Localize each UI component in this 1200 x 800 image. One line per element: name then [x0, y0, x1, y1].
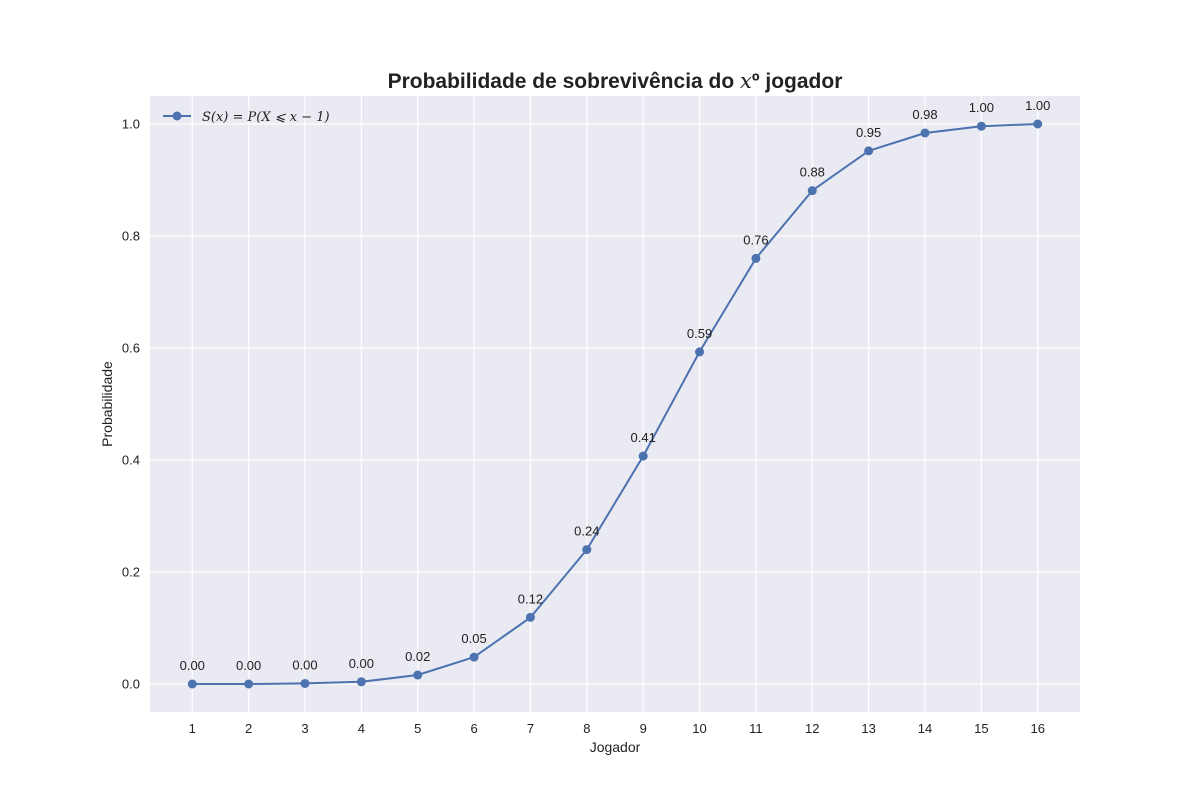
data-point [187, 679, 197, 689]
data-label: 0.00 [349, 656, 374, 671]
data-label: 0.24 [574, 524, 599, 539]
x-axis-label: Jogador [590, 739, 641, 755]
chart-title-variable: x [740, 69, 752, 93]
data-label: 0.76 [743, 232, 768, 247]
data-point [525, 612, 535, 622]
x-tick-label: 6 [470, 721, 477, 736]
data-label: 1.00 [1025, 98, 1050, 113]
data-point [356, 677, 366, 687]
x-tick-label: 16 [1030, 721, 1044, 736]
data-label: 0.59 [687, 326, 712, 341]
x-tick-label: 15 [974, 721, 988, 736]
data-point [469, 652, 479, 662]
data-label: 0.00 [292, 657, 317, 672]
legend-marker [172, 111, 182, 121]
data-point [638, 451, 648, 461]
data-point [695, 347, 705, 357]
plot-area [150, 96, 1080, 712]
chart-title-suffix: º jogador [752, 70, 843, 93]
chart-title: Probabilidade de sobrevivência do xº jog… [388, 69, 843, 93]
data-label: 0.12 [518, 591, 543, 606]
data-label: 0.98 [912, 107, 937, 122]
y-tick-label: 0.2 [122, 565, 140, 580]
data-point [300, 678, 310, 688]
data-label: 1.00 [969, 100, 994, 115]
data-point [582, 545, 592, 555]
data-point [807, 186, 817, 196]
y-tick-label: 0.4 [122, 453, 140, 468]
x-tick-label: 10 [692, 721, 706, 736]
x-tick-label: 3 [301, 721, 308, 736]
data-label: 0.00 [236, 658, 261, 673]
data-label: 0.00 [180, 658, 205, 673]
x-tick-label: 13 [861, 721, 875, 736]
series-layer: 0.00 0.00 0.00 0.00 0.02 0.05 0.12 0.24 0.41 0.59… [180, 98, 1050, 689]
x-tick-label: 5 [414, 721, 421, 736]
grid [150, 96, 1080, 712]
data-point [244, 679, 254, 689]
x-tick-labels: 1 2 3 4 5 6 7 8 9 10 11 12 13 14 15 16 [189, 721, 1045, 736]
data-point [920, 128, 930, 138]
data-label: 0.95 [856, 125, 881, 140]
x-tick-label: 2 [245, 721, 252, 736]
x-tick-label: 4 [358, 721, 365, 736]
data-point [751, 253, 761, 263]
data-point [976, 121, 986, 131]
x-tick-label: 12 [805, 721, 819, 736]
y-tick-label: 0.0 [122, 677, 140, 692]
x-tick-label: 9 [640, 721, 647, 736]
y-tick-label: 0.8 [122, 229, 140, 244]
data-label: 0.05 [461, 631, 486, 646]
y-tick-label: 1.0 [122, 117, 140, 132]
x-tick-label: 11 [749, 721, 763, 736]
data-label: 0.02 [405, 649, 430, 664]
legend: S(x) = P(X ⩽ x − 1) [163, 110, 330, 125]
x-tick-label: 14 [918, 721, 932, 736]
y-axis-label: Probabilidade [99, 361, 115, 447]
data-label: 0.88 [800, 165, 825, 180]
x-tick-label: 8 [583, 721, 590, 736]
data-point [864, 146, 874, 156]
data-label: 0.41 [631, 430, 656, 445]
chart-title-prefix: Probabilidade de sobrevivência do [388, 70, 740, 93]
x-tick-label: 7 [527, 721, 534, 736]
y-tick-labels: 0.0 0.2 0.4 0.6 0.8 1.0 [122, 117, 140, 692]
legend-entry: S(x) = P(X ⩽ x − 1) [202, 110, 330, 125]
data-point [413, 670, 423, 680]
series-line [192, 123, 1038, 685]
data-point [1033, 119, 1043, 129]
x-tick-label: 1 [189, 721, 196, 736]
y-tick-label: 0.6 [122, 341, 140, 356]
